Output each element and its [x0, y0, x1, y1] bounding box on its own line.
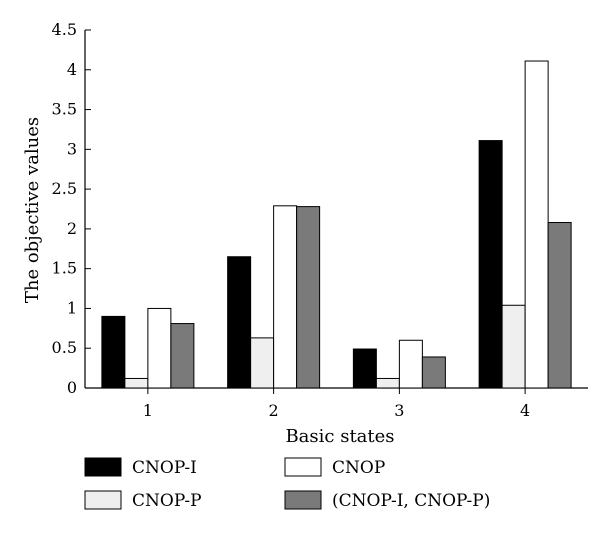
- y-tick-label: 0: [67, 378, 77, 397]
- legend-label: CNOP-I: [132, 458, 197, 478]
- y-tick-label: 4: [67, 60, 77, 79]
- bar: [124, 377, 149, 389]
- x-tick-label: 4: [520, 401, 530, 420]
- y-tick-label: 2.5: [52, 179, 77, 198]
- bar: [170, 323, 195, 389]
- bar: [352, 348, 377, 389]
- x-axis-title: Basic states: [285, 426, 394, 447]
- x-tick-label: 3: [394, 401, 404, 420]
- bar: [273, 205, 298, 389]
- legend-swatch: [84, 490, 122, 510]
- y-tick-label: 3.5: [52, 100, 77, 119]
- y-axis-title: The objective values: [22, 117, 43, 303]
- y-tick-label: 4.5: [52, 20, 77, 39]
- legend-swatch: [284, 490, 322, 510]
- y-tick-label: 1: [67, 298, 77, 317]
- bar: [478, 140, 503, 389]
- bar: [227, 256, 252, 389]
- legend-swatch: [284, 457, 322, 477]
- x-tick-label: 1: [143, 401, 153, 420]
- legend-label: CNOP: [332, 458, 385, 478]
- bar: [547, 222, 572, 389]
- legend-label: CNOP-P: [132, 491, 202, 511]
- bar: [250, 337, 275, 389]
- bar: [375, 377, 400, 389]
- x-tick-label: 2: [269, 401, 279, 420]
- bar: [398, 339, 423, 389]
- legend-label: (CNOP-I, CNOP-P): [332, 491, 490, 511]
- bar: [101, 315, 126, 389]
- bar: [524, 60, 549, 389]
- plot-area: 0 0.5 1 1.5 2 2.5 3 3.5 4 4.5 1 2 3 4: [52, 20, 588, 420]
- y-tick-label: 0.5: [52, 338, 77, 357]
- legend: CNOP-I CNOP-P CNOP (CNOP-I, CNOP-P): [84, 457, 490, 511]
- legend-swatch: [84, 457, 122, 477]
- y-tick-label: 2: [67, 219, 77, 238]
- y-tick-label: 1.5: [52, 259, 77, 278]
- bar: [501, 304, 526, 389]
- bar: [421, 356, 446, 389]
- y-tick-label: 3: [67, 139, 77, 158]
- bar: [147, 307, 172, 389]
- bar: [296, 206, 321, 389]
